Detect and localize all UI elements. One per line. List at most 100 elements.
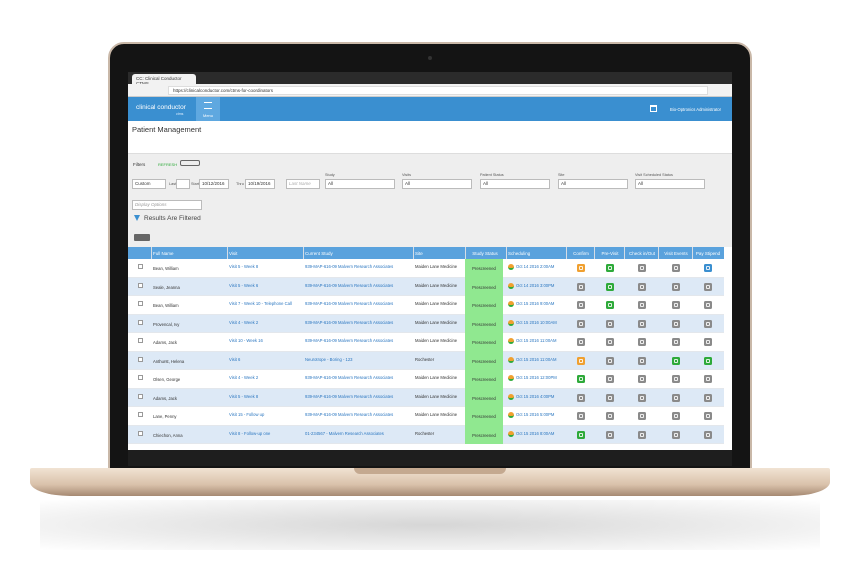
- action-icon[interactable]: [704, 412, 712, 420]
- thru-input[interactable]: 10/19/2016: [245, 179, 275, 189]
- study[interactable]: 939-MAP-616-09 Malvern Research Associat…: [305, 301, 394, 306]
- visit[interactable]: Visit 4 - Week 2: [229, 375, 259, 380]
- action-icon[interactable]: [577, 356, 585, 365]
- display-options[interactable]: Display Options: [132, 200, 202, 210]
- table-row[interactable]: [128, 370, 724, 389]
- last-name-input[interactable]: Last Name: [286, 179, 320, 189]
- action-icon[interactable]: [672, 430, 680, 439]
- select[interactable]: All: [325, 179, 395, 189]
- row-checkbox[interactable]: [138, 319, 143, 325]
- study[interactable]: 939-MAP-616-09 Malvern Research Associat…: [305, 282, 394, 288]
- action-icon[interactable]: [606, 264, 614, 272]
- visit[interactable]: Visit 10 - Week 16: [229, 338, 263, 343]
- study[interactable]: 939-MAP-616-09 Malvern Research Associat…: [305, 375, 394, 380]
- row-checkbox[interactable]: [138, 356, 143, 362]
- table-row[interactable]: [128, 314, 724, 333]
- scheduling[interactable]: Oct 15 2016 12:00PM: [516, 375, 557, 380]
- action-icon[interactable]: [704, 430, 712, 439]
- visit[interactable]: Visit 7 - Week 10 - Telephone Call: [229, 301, 292, 306]
- toolbar-icons[interactable]: [180, 160, 200, 166]
- action-icon[interactable]: [577, 393, 585, 402]
- scheduling[interactable]: Oct 15 2016 8:00AM: [516, 430, 555, 436]
- action-icon[interactable]: [606, 282, 614, 291]
- select[interactable]: All: [635, 179, 705, 189]
- action-icon[interactable]: [672, 338, 680, 346]
- action-icon[interactable]: [638, 301, 646, 309]
- row-checkbox[interactable]: [138, 393, 143, 399]
- table-row[interactable]: [128, 407, 724, 426]
- action-icon[interactable]: [672, 375, 680, 383]
- action-icon[interactable]: [577, 319, 585, 328]
- action-icon[interactable]: [577, 301, 585, 309]
- table-row[interactable]: [128, 351, 724, 370]
- visit[interactable]: Visit 4 - Week 2: [229, 319, 259, 325]
- action-icon[interactable]: [638, 319, 646, 328]
- study[interactable]: Neurotrope - Boring - 123: [305, 356, 353, 362]
- table-row[interactable]: [128, 388, 724, 407]
- action-icon[interactable]: [704, 338, 712, 346]
- select[interactable]: All: [558, 179, 628, 189]
- action-icon[interactable]: [638, 264, 646, 272]
- action-icon[interactable]: [704, 264, 712, 272]
- action-icon[interactable]: [606, 430, 614, 439]
- visit[interactable]: Visit 5 - Week 8: [229, 393, 259, 399]
- action-icon[interactable]: [704, 356, 712, 365]
- action-icon[interactable]: [577, 264, 585, 272]
- scheduling[interactable]: Oct 15 2016 11:00AM: [516, 338, 557, 343]
- action-icon[interactable]: [672, 301, 680, 309]
- visit[interactable]: Visit 6: [229, 356, 241, 362]
- action-icon[interactable]: [606, 393, 614, 402]
- row-checkbox[interactable]: [138, 282, 143, 288]
- last-input[interactable]: [176, 179, 190, 189]
- study[interactable]: 939-MAP-616-09 Malvern Research Associat…: [305, 264, 394, 269]
- user[interactable]: Bio-Optronics Administrator: [670, 107, 721, 112]
- study[interactable]: 939-MAP-616-09 Malvern Research Associat…: [305, 412, 394, 417]
- scheduling[interactable]: Oct 15 2016 9:00AM: [516, 301, 555, 306]
- visit[interactable]: Visit 5 - Week 8: [229, 264, 259, 269]
- action-icon[interactable]: [704, 393, 712, 402]
- study[interactable]: 01-234567 - Malvern Research Associates: [305, 430, 384, 436]
- action-icon[interactable]: [638, 282, 646, 291]
- scheduling[interactable]: Oct 14 2016 2:00AM: [516, 264, 555, 269]
- study[interactable]: 939-MAP-616-09 Malvern Research Associat…: [305, 319, 394, 325]
- table-row[interactable]: [128, 296, 724, 315]
- scheduling[interactable]: Oct 15 2016 10:00AM: [516, 319, 557, 325]
- action-icon[interactable]: [704, 319, 712, 328]
- action-icon[interactable]: [577, 338, 585, 346]
- action-icon[interactable]: [638, 338, 646, 346]
- tab[interactable]: CC: Clinical Conductor CTMS: [132, 74, 196, 86]
- action-icon[interactable]: [577, 282, 585, 291]
- study[interactable]: 939-MAP-616-09 Malvern Research Associat…: [305, 393, 394, 399]
- action-icon[interactable]: [672, 356, 680, 365]
- action-icon[interactable]: [638, 412, 646, 420]
- row-checkbox[interactable]: [138, 338, 143, 343]
- row-checkbox[interactable]: [138, 264, 143, 269]
- calendar-icon[interactable]: [650, 105, 657, 112]
- scheduling[interactable]: Oct 14 2016 3:00PM: [516, 282, 555, 288]
- visit[interactable]: Visit 5 - Week 6: [229, 282, 259, 288]
- action-icon[interactable]: [577, 375, 585, 383]
- action-icon[interactable]: [638, 375, 646, 383]
- action-icon[interactable]: [606, 301, 614, 309]
- action-icon[interactable]: [704, 282, 712, 291]
- visit[interactable]: Visit 15 - Follow up: [229, 412, 265, 417]
- table-row[interactable]: [128, 333, 724, 352]
- export-icons[interactable]: [134, 234, 150, 241]
- action-icon[interactable]: [606, 375, 614, 383]
- action-icon[interactable]: [577, 412, 585, 420]
- url[interactable]: https://clinicalconductor.com/ctms-for-c…: [168, 86, 708, 95]
- visit[interactable]: Visit 8 - Follow-up one: [229, 430, 271, 436]
- table-row[interactable]: [128, 259, 724, 278]
- scheduling[interactable]: Oct 15 2016 11:00AM: [516, 356, 557, 362]
- action-icon[interactable]: [704, 301, 712, 309]
- action-icon[interactable]: [638, 393, 646, 402]
- range-select[interactable]: Custom: [132, 179, 166, 189]
- action-icon[interactable]: [672, 412, 680, 420]
- table-row[interactable]: [128, 425, 724, 444]
- action-icon[interactable]: [672, 282, 680, 291]
- row-checkbox[interactable]: [138, 375, 143, 380]
- action-icon[interactable]: [704, 375, 712, 383]
- row-checkbox[interactable]: [138, 430, 143, 436]
- action-icon[interactable]: [672, 393, 680, 402]
- row-checkbox[interactable]: [138, 412, 143, 417]
